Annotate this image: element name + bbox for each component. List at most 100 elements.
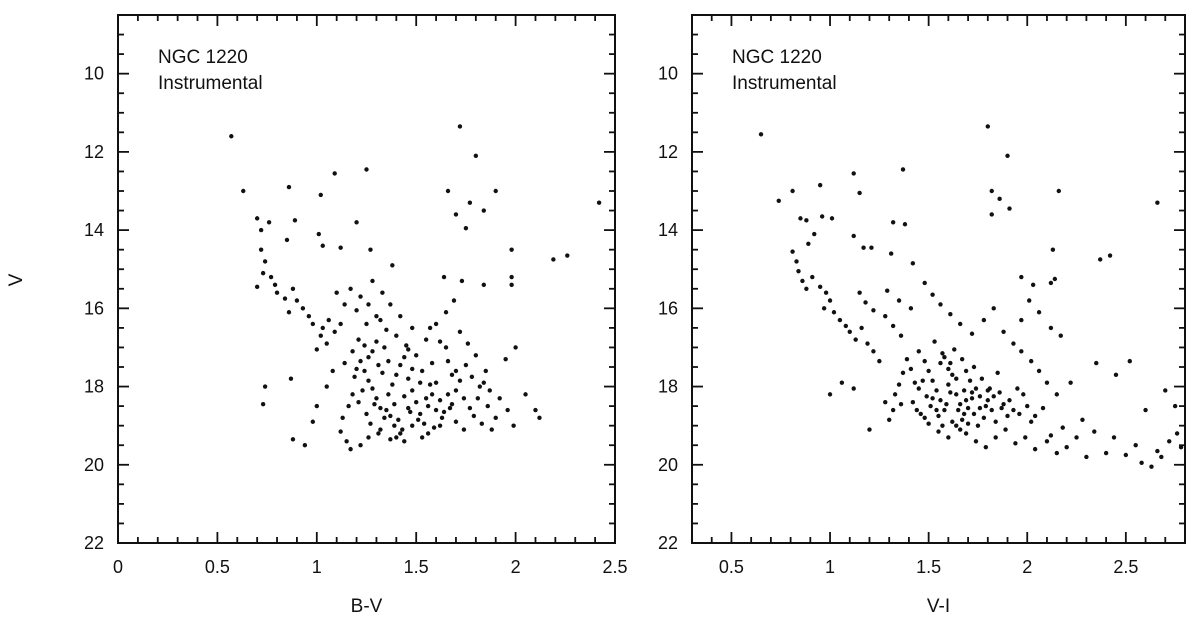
plot-frame — [691, 14, 1186, 544]
data-point — [362, 343, 367, 348]
data-point — [376, 431, 381, 436]
data-point — [342, 302, 347, 307]
data-point — [340, 415, 345, 421]
data-point — [1013, 441, 1018, 446]
data-point — [419, 435, 425, 440]
data-point — [294, 298, 300, 303]
data-point — [425, 431, 431, 436]
x-tick-label: 0.5 — [205, 557, 230, 577]
data-point — [320, 325, 325, 331]
data-point — [310, 419, 316, 424]
data-point — [410, 423, 415, 428]
data-point — [493, 188, 498, 194]
data-point — [437, 339, 443, 344]
data-point — [821, 306, 827, 311]
data-point — [390, 382, 395, 387]
data-point — [950, 372, 955, 378]
data-point — [394, 372, 399, 378]
data-point — [908, 366, 914, 372]
data-point — [908, 306, 914, 311]
data-point — [956, 407, 961, 413]
data-point — [423, 337, 429, 342]
data-point — [350, 349, 355, 354]
data-point — [497, 396, 502, 401]
data-point — [831, 310, 837, 315]
data-point — [1050, 247, 1056, 252]
y-tick-label: 22 — [84, 533, 104, 553]
y-tick-label: 18 — [658, 377, 678, 397]
data-point — [954, 423, 959, 428]
data-point — [985, 398, 990, 403]
data-point — [999, 405, 1004, 411]
data-point — [1094, 360, 1099, 366]
data-point — [326, 317, 331, 323]
data-point — [394, 333, 399, 338]
data-point — [934, 407, 939, 413]
data-point — [314, 403, 319, 409]
data-point — [372, 401, 377, 407]
data-point — [390, 263, 395, 268]
data-point — [851, 386, 856, 391]
data-point — [924, 394, 929, 399]
data-point — [1032, 413, 1038, 419]
data-point — [861, 245, 866, 250]
data-point — [930, 378, 935, 383]
data-point — [445, 188, 451, 194]
data-point — [804, 286, 809, 291]
data-point — [1111, 435, 1117, 440]
data-point — [523, 392, 528, 397]
data-point — [961, 411, 967, 417]
data-point — [997, 196, 1002, 202]
data-point — [916, 349, 921, 354]
x-tick-label: 1 — [312, 557, 322, 577]
data-point — [398, 362, 403, 368]
data-point — [443, 310, 449, 315]
data-point — [415, 417, 421, 422]
data-point — [794, 259, 799, 264]
x-tick-label: 1.5 — [404, 557, 429, 577]
data-point — [1007, 398, 1012, 403]
data-point — [406, 376, 411, 381]
data-point — [898, 333, 904, 338]
data-point — [900, 370, 906, 376]
data-point — [1167, 439, 1172, 444]
data-point — [366, 378, 371, 383]
data-point — [904, 356, 910, 362]
data-point — [940, 423, 945, 428]
data-point — [473, 153, 479, 158]
data-point — [961, 388, 967, 393]
data-point — [859, 325, 864, 331]
data-point — [310, 321, 316, 327]
data-point — [356, 337, 361, 342]
data-point — [910, 400, 916, 405]
data-point — [453, 388, 459, 393]
right-panel: 0.5 1 1.5 2 2.5 10 12 14 16 18 20 22 V-I NGC 1220 Inst… — [658, 14, 1186, 617]
data-point — [596, 200, 602, 205]
y-tick-label: 20 — [658, 455, 678, 475]
data-point — [364, 167, 369, 172]
y-tick-label: 10 — [84, 64, 104, 84]
data-point — [332, 171, 337, 176]
data-point — [300, 306, 306, 311]
data-point — [314, 347, 319, 352]
data-point — [1011, 341, 1016, 346]
data-point — [1032, 446, 1038, 452]
data-point — [851, 171, 856, 176]
data-point — [410, 366, 415, 372]
data-point — [1040, 405, 1046, 411]
data-point — [800, 278, 805, 284]
data-point — [926, 368, 931, 374]
data-point — [388, 302, 393, 307]
data-point — [286, 310, 292, 315]
data-point — [1054, 392, 1060, 397]
x-tick-label: 2 — [511, 557, 521, 577]
data-point — [338, 245, 343, 250]
data-point — [1127, 358, 1132, 364]
data-point — [890, 407, 896, 413]
data-point — [427, 325, 433, 331]
data-point — [865, 341, 870, 346]
data-point — [445, 358, 451, 364]
data-point — [332, 329, 337, 334]
y-tick-label: 22 — [658, 533, 678, 553]
data-point — [511, 423, 516, 428]
